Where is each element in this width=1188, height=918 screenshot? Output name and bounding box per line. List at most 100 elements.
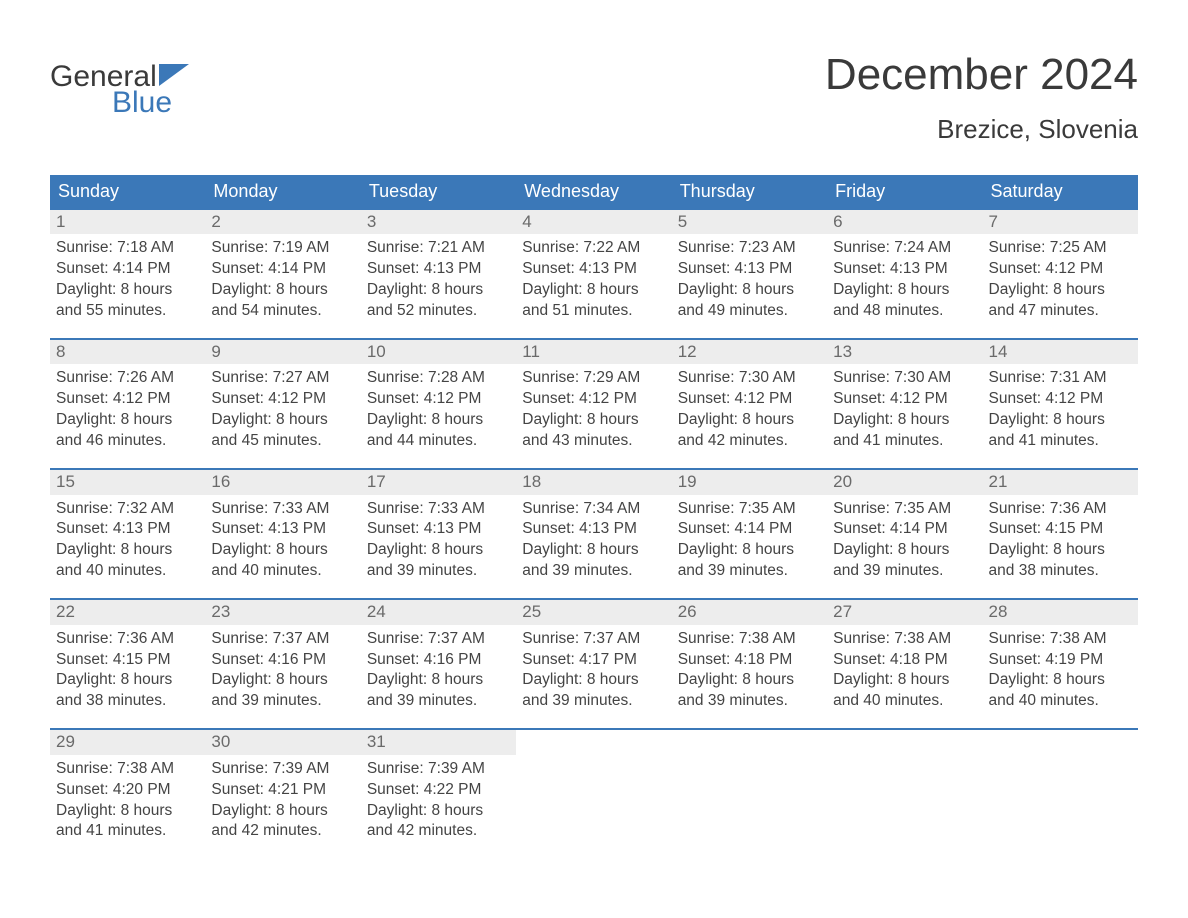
day-details: Sunrise: 7:36 AMSunset: 4:15 PMDaylight:…: [983, 495, 1138, 583]
day-details: Sunrise: 7:34 AMSunset: 4:13 PMDaylight:…: [516, 495, 671, 583]
day-details: Sunrise: 7:22 AMSunset: 4:13 PMDaylight:…: [516, 234, 671, 322]
sunset-text: Sunset: 4:12 PM: [989, 389, 1132, 410]
sunrise-text: Sunrise: 7:23 AM: [678, 238, 821, 259]
day-cell: 1Sunrise: 7:18 AMSunset: 4:14 PMDaylight…: [50, 209, 205, 339]
daylight-line1: Daylight: 8 hours: [522, 540, 665, 561]
daylight-line1: Daylight: 8 hours: [211, 801, 354, 822]
sunrise-text: Sunrise: 7:33 AM: [367, 499, 510, 520]
day-cell: 3Sunrise: 7:21 AMSunset: 4:13 PMDaylight…: [361, 209, 516, 339]
day-details: Sunrise: 7:33 AMSunset: 4:13 PMDaylight:…: [205, 495, 360, 583]
weekday-header: Sunday: [50, 175, 205, 209]
day-number: 22: [50, 600, 205, 624]
day-cell: 9Sunrise: 7:27 AMSunset: 4:12 PMDaylight…: [205, 339, 360, 469]
day-cell: [827, 729, 982, 858]
day-details: Sunrise: 7:26 AMSunset: 4:12 PMDaylight:…: [50, 364, 205, 452]
day-details: Sunrise: 7:33 AMSunset: 4:13 PMDaylight:…: [361, 495, 516, 583]
day-cell: 6Sunrise: 7:24 AMSunset: 4:13 PMDaylight…: [827, 209, 982, 339]
daylight-line2: and 40 minutes.: [56, 561, 199, 582]
day-number: 26: [672, 600, 827, 624]
day-cell: 27Sunrise: 7:38 AMSunset: 4:18 PMDayligh…: [827, 599, 982, 729]
daylight-line2: and 40 minutes.: [211, 561, 354, 582]
logo-word2: Blue: [112, 88, 172, 118]
calendar-page: General Blue December 2024 Brezice, Slov…: [0, 0, 1188, 888]
daylight-line2: and 42 minutes.: [367, 821, 510, 842]
day-details: Sunrise: 7:37 AMSunset: 4:17 PMDaylight:…: [516, 625, 671, 713]
daylight-line2: and 39 minutes.: [678, 691, 821, 712]
daylight-line1: Daylight: 8 hours: [56, 280, 199, 301]
day-details: Sunrise: 7:39 AMSunset: 4:21 PMDaylight:…: [205, 755, 360, 843]
daylight-line2: and 41 minutes.: [989, 431, 1132, 452]
day-details: Sunrise: 7:37 AMSunset: 4:16 PMDaylight:…: [205, 625, 360, 713]
sunrise-text: Sunrise: 7:27 AM: [211, 368, 354, 389]
daylight-line1: Daylight: 8 hours: [522, 410, 665, 431]
sunrise-text: Sunrise: 7:38 AM: [989, 629, 1132, 650]
sunrise-text: Sunrise: 7:39 AM: [367, 759, 510, 780]
calendar-table: Sunday Monday Tuesday Wednesday Thursday…: [50, 175, 1138, 858]
weekday-header: Monday: [205, 175, 360, 209]
day-cell: 8Sunrise: 7:26 AMSunset: 4:12 PMDaylight…: [50, 339, 205, 469]
daylight-line2: and 39 minutes.: [367, 561, 510, 582]
sunset-text: Sunset: 4:18 PM: [833, 650, 976, 671]
daylight-line2: and 39 minutes.: [522, 691, 665, 712]
day-details: Sunrise: 7:21 AMSunset: 4:13 PMDaylight:…: [361, 234, 516, 322]
day-cell: 2Sunrise: 7:19 AMSunset: 4:14 PMDaylight…: [205, 209, 360, 339]
day-cell: 29Sunrise: 7:38 AMSunset: 4:20 PMDayligh…: [50, 729, 205, 858]
day-details: Sunrise: 7:38 AMSunset: 4:18 PMDaylight:…: [672, 625, 827, 713]
sunrise-text: Sunrise: 7:18 AM: [56, 238, 199, 259]
day-cell: 12Sunrise: 7:30 AMSunset: 4:12 PMDayligh…: [672, 339, 827, 469]
day-cell: 16Sunrise: 7:33 AMSunset: 4:13 PMDayligh…: [205, 469, 360, 599]
weekday-header: Tuesday: [361, 175, 516, 209]
day-number: 23: [205, 600, 360, 624]
day-details: Sunrise: 7:39 AMSunset: 4:22 PMDaylight:…: [361, 755, 516, 843]
daylight-line2: and 40 minutes.: [989, 691, 1132, 712]
daylight-line1: Daylight: 8 hours: [522, 670, 665, 691]
daylight-line2: and 44 minutes.: [367, 431, 510, 452]
sunset-text: Sunset: 4:14 PM: [678, 519, 821, 540]
sunrise-text: Sunrise: 7:36 AM: [989, 499, 1132, 520]
daylight-line1: Daylight: 8 hours: [367, 801, 510, 822]
sunset-text: Sunset: 4:13 PM: [367, 519, 510, 540]
daylight-line2: and 48 minutes.: [833, 301, 976, 322]
daylight-line1: Daylight: 8 hours: [56, 540, 199, 561]
daylight-line1: Daylight: 8 hours: [211, 410, 354, 431]
day-number: 24: [361, 600, 516, 624]
sunrise-text: Sunrise: 7:32 AM: [56, 499, 199, 520]
sunset-text: Sunset: 4:12 PM: [56, 389, 199, 410]
day-cell: 7Sunrise: 7:25 AMSunset: 4:12 PMDaylight…: [983, 209, 1138, 339]
daylight-line2: and 42 minutes.: [211, 821, 354, 842]
sunset-text: Sunset: 4:22 PM: [367, 780, 510, 801]
day-details: Sunrise: 7:27 AMSunset: 4:12 PMDaylight:…: [205, 364, 360, 452]
sunset-text: Sunset: 4:17 PM: [522, 650, 665, 671]
day-details: Sunrise: 7:24 AMSunset: 4:13 PMDaylight:…: [827, 234, 982, 322]
daylight-line2: and 39 minutes.: [367, 691, 510, 712]
day-number: 27: [827, 600, 982, 624]
daylight-line1: Daylight: 8 hours: [367, 410, 510, 431]
sunrise-text: Sunrise: 7:36 AM: [56, 629, 199, 650]
sunrise-text: Sunrise: 7:37 AM: [211, 629, 354, 650]
day-cell: 30Sunrise: 7:39 AMSunset: 4:21 PMDayligh…: [205, 729, 360, 858]
day-details: Sunrise: 7:23 AMSunset: 4:13 PMDaylight:…: [672, 234, 827, 322]
sunset-text: Sunset: 4:12 PM: [833, 389, 976, 410]
day-cell: 4Sunrise: 7:22 AMSunset: 4:13 PMDaylight…: [516, 209, 671, 339]
day-number: 5: [672, 210, 827, 234]
day-number: 12: [672, 340, 827, 364]
week-row: 22Sunrise: 7:36 AMSunset: 4:15 PMDayligh…: [50, 599, 1138, 729]
weekday-header: Thursday: [672, 175, 827, 209]
sunrise-text: Sunrise: 7:28 AM: [367, 368, 510, 389]
day-number: 8: [50, 340, 205, 364]
daylight-line1: Daylight: 8 hours: [833, 540, 976, 561]
day-cell: 13Sunrise: 7:30 AMSunset: 4:12 PMDayligh…: [827, 339, 982, 469]
day-cell: 10Sunrise: 7:28 AMSunset: 4:12 PMDayligh…: [361, 339, 516, 469]
sunset-text: Sunset: 4:14 PM: [833, 519, 976, 540]
day-details: Sunrise: 7:35 AMSunset: 4:14 PMDaylight:…: [672, 495, 827, 583]
sunrise-text: Sunrise: 7:38 AM: [56, 759, 199, 780]
sunset-text: Sunset: 4:12 PM: [678, 389, 821, 410]
sunset-text: Sunset: 4:13 PM: [522, 259, 665, 280]
day-cell: 20Sunrise: 7:35 AMSunset: 4:14 PMDayligh…: [827, 469, 982, 599]
sunset-text: Sunset: 4:12 PM: [989, 259, 1132, 280]
daylight-line2: and 49 minutes.: [678, 301, 821, 322]
day-details: Sunrise: 7:28 AMSunset: 4:12 PMDaylight:…: [361, 364, 516, 452]
day-details: Sunrise: 7:31 AMSunset: 4:12 PMDaylight:…: [983, 364, 1138, 452]
sunrise-text: Sunrise: 7:37 AM: [367, 629, 510, 650]
day-number: 9: [205, 340, 360, 364]
